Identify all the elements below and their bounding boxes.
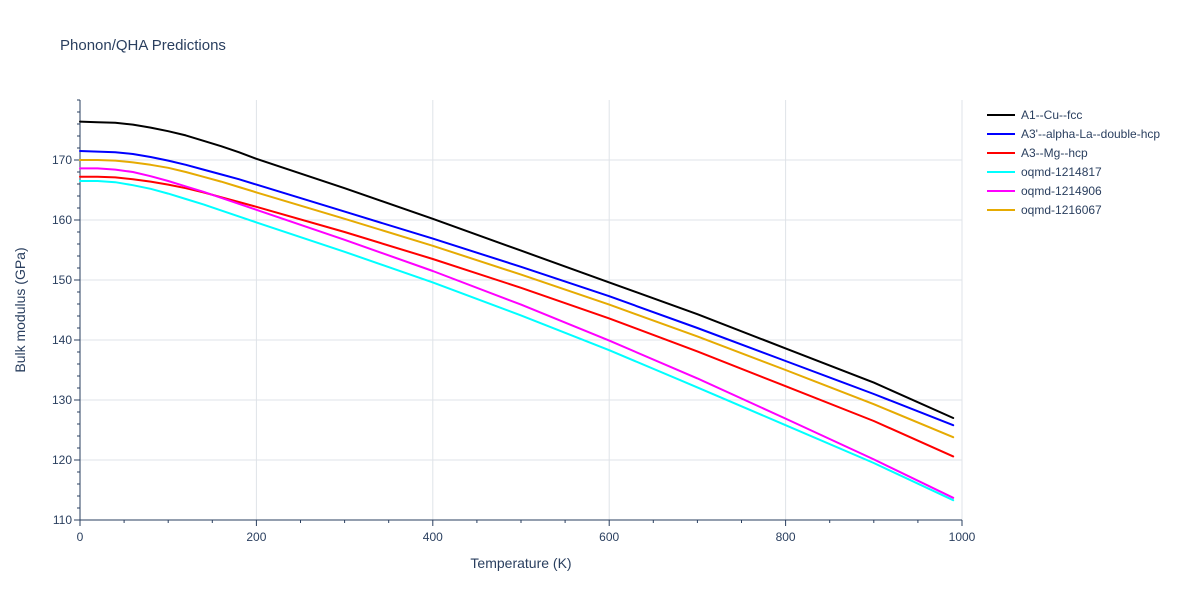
- y-tick-label: 130: [52, 393, 72, 407]
- series-line-3: [79, 175, 955, 458]
- axis-ticks: 0 200 400 600 800 1000 110 120 130 140 150 160 170: [52, 99, 976, 544]
- legend-label: oqmd-1216067: [1021, 203, 1102, 217]
- y-tick-label: 110: [53, 513, 72, 527]
- grid-lines: [80, 100, 963, 520]
- series-line-5: [79, 167, 955, 499]
- legend-item[interactable]: oqmd-1214817: [987, 165, 1102, 179]
- legend-item[interactable]: A3'--alpha-La--double-hcp: [987, 127, 1160, 141]
- x-tick-label: 600: [599, 530, 619, 544]
- x-tick-label: 800: [776, 530, 796, 544]
- series-line-4: [79, 180, 955, 502]
- legend-label: oqmd-1214817: [1021, 165, 1102, 179]
- chart-title: Phonon/QHA Predictions: [60, 37, 226, 54]
- y-tick-label: 120: [52, 453, 72, 467]
- legend[interactable]: A1--Cu--fcc A3'--alpha-La--double-hcp A3--…: [987, 108, 1160, 217]
- x-axis-title: Temperature (K): [470, 555, 571, 571]
- legend-label: A3'--alpha-La--double-hcp: [1021, 127, 1160, 141]
- y-tick-label: 140: [52, 333, 72, 347]
- x-tick-label: 0: [77, 530, 84, 544]
- legend-label: A1--Cu--fcc: [1021, 108, 1082, 122]
- x-tick-label: 200: [246, 530, 266, 544]
- series-line-1: [79, 120, 955, 419]
- y-tick-label: 170: [52, 153, 72, 167]
- legend-label: A3--Mg--hcp: [1021, 146, 1088, 160]
- y-tick-label: 150: [52, 273, 72, 287]
- series-line-6: [79, 159, 955, 439]
- series-lines: [79, 120, 955, 502]
- legend-item[interactable]: oqmd-1214906: [987, 184, 1102, 198]
- y-tick-label: 160: [52, 213, 72, 227]
- x-tick-label: 1000: [949, 530, 976, 544]
- legend-label: oqmd-1214906: [1021, 184, 1102, 198]
- legend-item[interactable]: A1--Cu--fcc: [987, 108, 1082, 122]
- legend-item[interactable]: oqmd-1216067: [987, 203, 1102, 217]
- series-line-2: [79, 150, 955, 427]
- y-axis-title: Bulk modulus (GPa): [12, 247, 28, 372]
- x-tick-label: 400: [423, 530, 443, 544]
- legend-item[interactable]: A3--Mg--hcp: [987, 146, 1088, 160]
